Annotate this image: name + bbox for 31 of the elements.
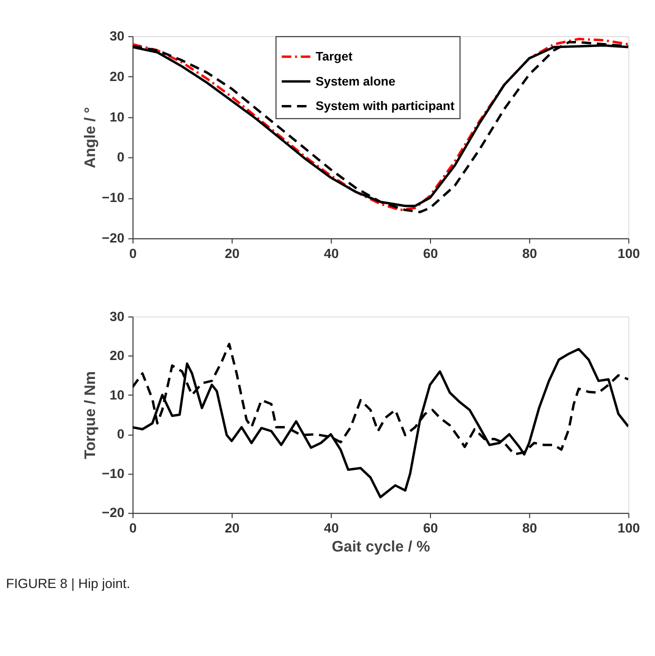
caption: FIGURE 8 | Hip joint. xyxy=(6,576,130,592)
x-tick-label: 20 xyxy=(224,246,240,261)
x-axis-title: Gait cycle / % xyxy=(332,538,430,556)
y-axis-title: Torque / Nm xyxy=(82,371,100,460)
x-tick-label: 80 xyxy=(522,246,538,261)
y-tick-label: −20 xyxy=(102,230,124,246)
x-tick-label: 60 xyxy=(423,246,438,261)
x-tick-label: 0 xyxy=(129,520,137,536)
y-tick-label: 10 xyxy=(110,109,124,124)
x-tick-label: 0 xyxy=(129,246,137,261)
y-tick-label: 20 xyxy=(110,68,124,84)
x-tick-label: 20 xyxy=(224,520,240,536)
y-tick-label: 30 xyxy=(110,28,124,44)
x-tick-label: 80 xyxy=(522,520,538,536)
y-tick-label: −20 xyxy=(102,505,124,520)
y-tick-label: −10 xyxy=(102,466,124,481)
legend-label: System alone xyxy=(316,74,396,88)
x-tick-label: 100 xyxy=(618,520,640,536)
y-axis-title: Angle / ° xyxy=(82,107,100,168)
y-tick-label: 0 xyxy=(117,426,124,442)
y-tick-label: 0 xyxy=(117,150,124,165)
y-tick-label: 10 xyxy=(110,387,124,402)
x-tick-label: 40 xyxy=(324,520,339,536)
y-tick-label: −10 xyxy=(102,190,124,206)
y-tick-label: 30 xyxy=(110,308,124,324)
x-tick-label: 40 xyxy=(324,246,339,261)
x-tick-label: 100 xyxy=(618,246,640,261)
y-tick-label: 20 xyxy=(110,348,124,364)
legend-label: Target xyxy=(316,49,352,64)
legend-label: System with participant xyxy=(316,99,454,114)
x-tick-label: 60 xyxy=(423,520,438,536)
